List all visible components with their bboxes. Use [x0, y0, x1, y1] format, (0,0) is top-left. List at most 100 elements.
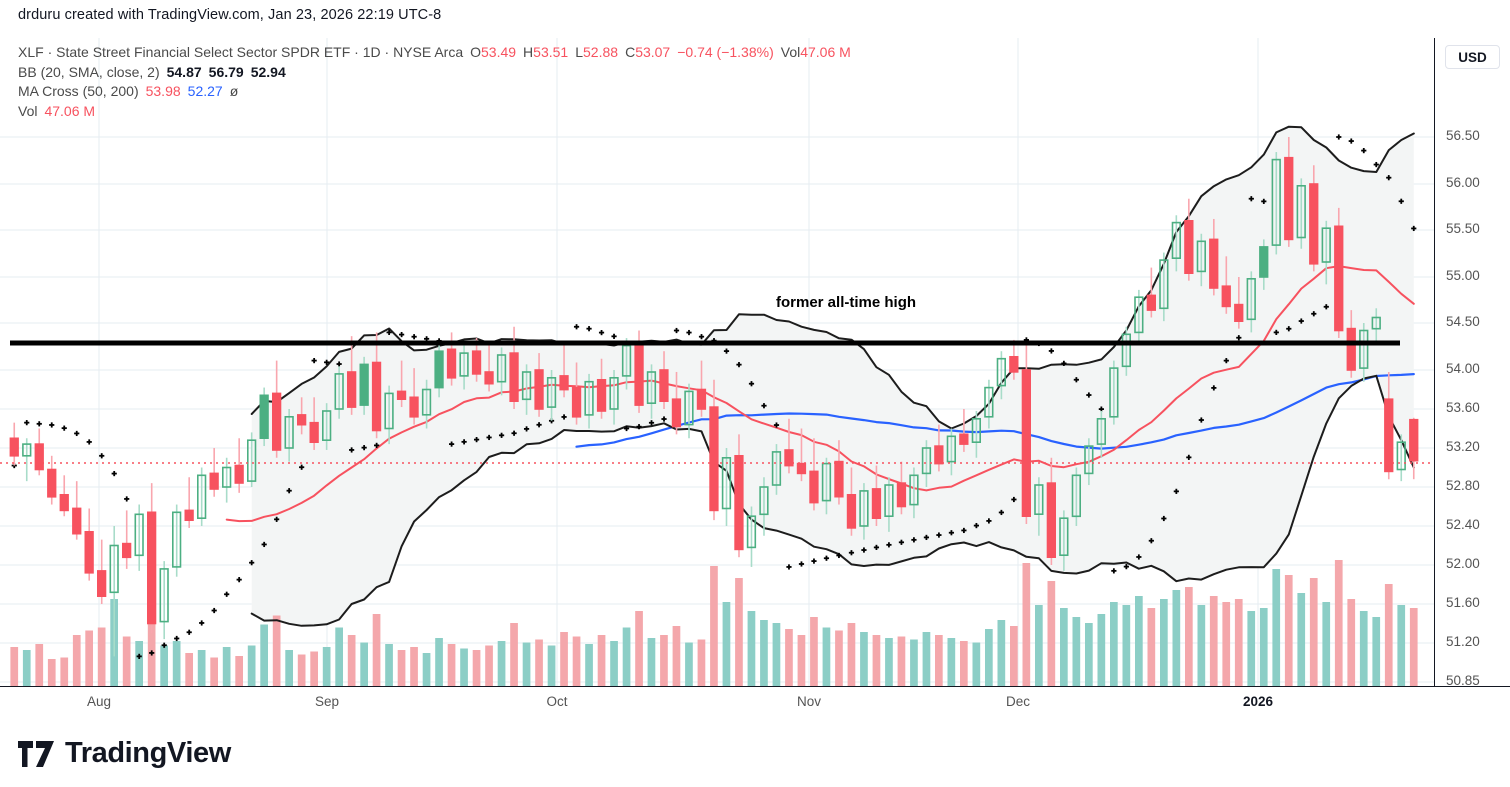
candle-9[interactable] — [122, 542, 132, 559]
candle-group[interactable] — [9, 137, 1419, 657]
candle-45[interactable] — [571, 386, 582, 418]
candle-105[interactable] — [1321, 227, 1331, 263]
candle-70[interactable] — [884, 484, 894, 518]
candle-83[interactable] — [1046, 482, 1056, 559]
candle-5[interactable] — [72, 507, 82, 535]
candle-85[interactable] — [1071, 474, 1081, 518]
candle-12[interactable] — [159, 568, 169, 623]
candle-75[interactable] — [946, 435, 956, 463]
candle-3[interactable] — [47, 468, 57, 498]
candle-35[interactable] — [446, 348, 457, 379]
candle-112[interactable] — [1409, 418, 1419, 462]
candle-59[interactable] — [746, 515, 757, 549]
candle-51[interactable] — [646, 371, 657, 405]
candle-103[interactable] — [1296, 185, 1306, 239]
candle-91[interactable] — [1146, 294, 1156, 311]
candle-107[interactable] — [1346, 327, 1356, 371]
candle-27[interactable] — [346, 371, 357, 408]
candle-25[interactable] — [321, 410, 332, 442]
former-all-time-high-label[interactable]: former all-time high — [776, 294, 917, 311]
price-pane[interactable] — [0, 38, 1434, 686]
tradingview-logo[interactable]: TradingView — [18, 737, 231, 770]
candle-92[interactable] — [1159, 259, 1169, 310]
candle-7[interactable] — [97, 570, 107, 598]
candle-101[interactable] — [1271, 158, 1281, 246]
candle-58[interactable] — [734, 454, 744, 551]
candle-64[interactable] — [809, 470, 819, 504]
candle-90[interactable] — [1134, 296, 1144, 334]
candle-73[interactable] — [921, 447, 932, 475]
candle-31[interactable] — [396, 390, 407, 400]
candle-42[interactable] — [534, 369, 544, 410]
candle-67[interactable] — [846, 493, 857, 529]
candle-34[interactable] — [434, 350, 444, 389]
candle-95[interactable] — [1196, 240, 1206, 273]
legend-symbol[interactable]: XLF — [18, 44, 44, 60]
candle-28[interactable] — [359, 363, 369, 406]
candle-41[interactable] — [521, 371, 532, 401]
candle-10[interactable] — [134, 513, 144, 557]
candle-43[interactable] — [546, 376, 557, 408]
candle-78[interactable] — [984, 386, 994, 418]
candle-53[interactable] — [671, 398, 682, 428]
candle-16[interactable] — [209, 472, 219, 490]
candle-100[interactable] — [1259, 246, 1269, 278]
candle-76[interactable] — [959, 433, 969, 445]
legend-interval[interactable]: 1D — [362, 44, 381, 60]
candle-19[interactable] — [247, 439, 257, 482]
candle-30[interactable] — [384, 392, 394, 430]
candle-89[interactable] — [1121, 333, 1131, 368]
candle-18[interactable] — [234, 464, 244, 484]
candle-46[interactable] — [584, 380, 594, 416]
candle-63[interactable] — [796, 462, 807, 475]
legend-bb-row[interactable]: BB (20, SMA, close, 2) 54.87 56.79 52.94 — [18, 63, 851, 83]
candle-8[interactable] — [109, 544, 119, 594]
candle-54[interactable] — [684, 390, 694, 426]
candle-26[interactable] — [334, 373, 344, 410]
candle-29[interactable] — [371, 361, 382, 432]
candle-40[interactable] — [509, 352, 519, 403]
candle-6[interactable] — [84, 530, 94, 574]
candle-68[interactable] — [859, 490, 869, 527]
candle-93[interactable] — [1171, 221, 1181, 260]
candle-81[interactable] — [1021, 369, 1031, 517]
candle-20[interactable] — [259, 394, 269, 439]
candle-15[interactable] — [197, 474, 207, 519]
candle-1[interactable] — [22, 443, 32, 457]
candle-47[interactable] — [596, 378, 607, 412]
candle-71[interactable] — [896, 482, 907, 508]
candle-65[interactable] — [821, 462, 832, 502]
candle-79[interactable] — [996, 357, 1006, 387]
candle-37[interactable] — [471, 350, 482, 375]
price-axis[interactable]: USD 56.50 56.00 55.50 55.00 54.50 54.00 53.60 5… — [1434, 38, 1510, 688]
candle-98[interactable] — [1234, 303, 1244, 323]
candle-86[interactable] — [1084, 445, 1094, 475]
candle-77[interactable] — [971, 417, 981, 443]
candle-106[interactable] — [1334, 225, 1344, 332]
candle-44[interactable] — [559, 375, 569, 391]
candle-38[interactable] — [484, 371, 494, 385]
legend-volume-row[interactable]: Vol 47.06 M — [18, 102, 851, 122]
candle-24[interactable] — [309, 421, 319, 444]
candle-39[interactable] — [496, 354, 507, 383]
candle-32[interactable] — [409, 396, 419, 418]
candle-97[interactable] — [1221, 285, 1231, 308]
currency-chip[interactable]: USD — [1445, 45, 1500, 69]
candle-108[interactable] — [1359, 329, 1369, 369]
candle-94[interactable] — [1184, 220, 1194, 275]
candle-66[interactable] — [834, 460, 844, 498]
candle-4[interactable] — [59, 493, 69, 512]
candle-74[interactable] — [934, 445, 944, 465]
candle-82[interactable] — [1034, 484, 1044, 516]
candle-111[interactable] — [1396, 441, 1406, 471]
candle-23[interactable] — [296, 414, 307, 426]
candle-87[interactable] — [1096, 417, 1106, 445]
candle-61[interactable] — [771, 451, 782, 486]
candle-11[interactable] — [147, 511, 157, 625]
candle-21[interactable] — [271, 392, 282, 451]
candle-96[interactable] — [1209, 238, 1219, 289]
candle-62[interactable] — [784, 449, 794, 467]
candle-52[interactable] — [659, 369, 669, 403]
time-axis[interactable]: Aug Sep Oct Nov Dec 2026 — [0, 686, 1510, 721]
candle-102[interactable] — [1284, 156, 1294, 241]
